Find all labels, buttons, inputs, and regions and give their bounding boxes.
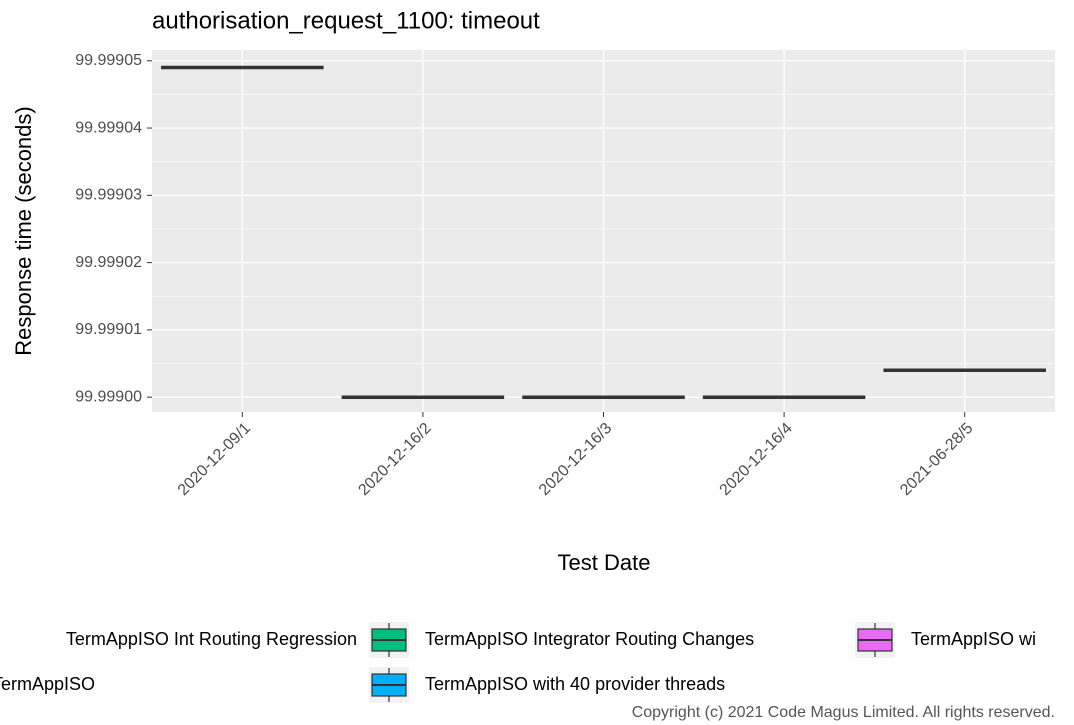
- y-tick-label: 99.99901: [75, 321, 142, 338]
- y-tick-label: 99.99902: [75, 254, 142, 271]
- x-tick-label: 2020-12-16/3: [536, 420, 615, 499]
- x-tick-label: 2020-12-16/4: [717, 420, 796, 499]
- x-tick-label: 2021-06-28/5: [897, 420, 976, 499]
- legend-label: TermAppISO Int Routing Regression: [66, 629, 357, 649]
- y-tick-label: 99.99900: [75, 388, 142, 405]
- y-tick-label: 99.99904: [75, 119, 142, 136]
- y-tick-label: 99.99903: [75, 187, 142, 204]
- y-tick-label: 99.99905: [75, 52, 142, 69]
- x-tick-label: 2020-12-09/1: [175, 420, 254, 499]
- legend-label: TermAppISO Integrator Routing Changes: [425, 629, 754, 649]
- y-axis-title: Response time (seconds): [11, 106, 36, 355]
- copyright: Copyright (c) 2021 Code Magus Limited. A…: [632, 704, 1055, 721]
- legend-label: TermAppISO wi: [911, 629, 1036, 649]
- x-tick-label: 2020-12-16/2: [355, 420, 434, 499]
- legend-label: TermAppISO with 40 provider threads: [425, 674, 725, 694]
- chart-title: authorisation_request_1100: timeout: [152, 7, 540, 34]
- x-axis-title: Test Date: [558, 550, 651, 575]
- legend-label: TermAppISO: [0, 674, 95, 694]
